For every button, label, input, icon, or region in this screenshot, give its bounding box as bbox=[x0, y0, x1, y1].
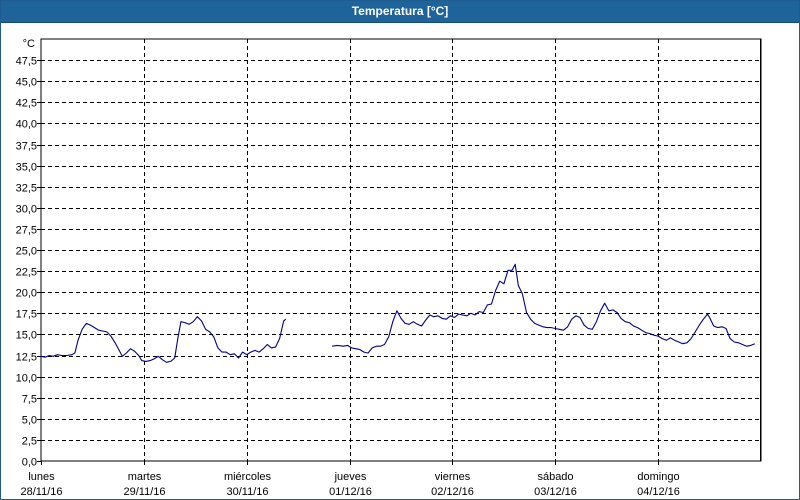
x-tick-day-label: miércoles bbox=[224, 471, 272, 483]
y-tick-label: 40,0 bbox=[16, 119, 37, 131]
x-tick-day-label: domingo bbox=[637, 471, 679, 483]
x-tick-day-label: martes bbox=[128, 471, 162, 483]
y-tick-label: 22,5 bbox=[16, 267, 37, 279]
x-tick-date-label: 04/12/16 bbox=[637, 486, 680, 498]
x-tick-date-label: 03/12/16 bbox=[534, 486, 577, 498]
x-tick-day-label: lunes bbox=[28, 471, 55, 483]
x-tick-date-label: 01/12/16 bbox=[329, 486, 372, 498]
x-tick-date-label: 02/12/16 bbox=[431, 486, 474, 498]
y-tick-label: 25,0 bbox=[16, 246, 37, 258]
y-tick-label: 2,5 bbox=[22, 436, 37, 448]
y-tick-label: 45,0 bbox=[16, 77, 37, 89]
x-tick-day-label: jueves bbox=[334, 471, 367, 483]
y-tick-label: 37,5 bbox=[16, 141, 37, 153]
y-tick-label: 32,5 bbox=[16, 183, 37, 195]
y-tick-label: 27,5 bbox=[16, 225, 37, 237]
x-tick-day-label: viernes bbox=[435, 471, 471, 483]
x-tick-date-label: 30/11/16 bbox=[226, 486, 268, 498]
y-tick-label: 30,0 bbox=[16, 204, 37, 216]
x-tick-date-label: 29/11/16 bbox=[123, 486, 165, 498]
y-tick-label: 10,0 bbox=[16, 373, 37, 385]
temperature-series-line bbox=[332, 263, 756, 354]
y-tick-label: 0,0 bbox=[22, 457, 37, 469]
y-tick-label: 42,5 bbox=[16, 98, 37, 110]
temperature-chart: 0,0 2,5 5,0 7,5 10,0 12,5 15,0 17,5 20,0 22,5 25,0… bbox=[16, 38, 762, 498]
y-tick-label: 17,5 bbox=[16, 309, 37, 321]
y-tick-label: 5,0 bbox=[22, 415, 37, 427]
y-tick-label: 20,0 bbox=[16, 288, 37, 300]
window-title: Temperatura [°C] bbox=[1, 1, 799, 23]
x-tick-date-label: 28/11/16 bbox=[20, 486, 62, 498]
y-tick-label: 47,5 bbox=[16, 56, 37, 68]
y-axis-unit-label: °C bbox=[23, 38, 35, 50]
temperature-series-line bbox=[40, 316, 287, 363]
y-tick-label: 35,0 bbox=[16, 162, 37, 174]
y-tick-label: 12,5 bbox=[16, 352, 37, 364]
y-tick-label: 7,5 bbox=[22, 394, 37, 406]
x-tick-day-label: sábado bbox=[537, 471, 573, 483]
y-tick-label: 15,0 bbox=[16, 330, 37, 342]
